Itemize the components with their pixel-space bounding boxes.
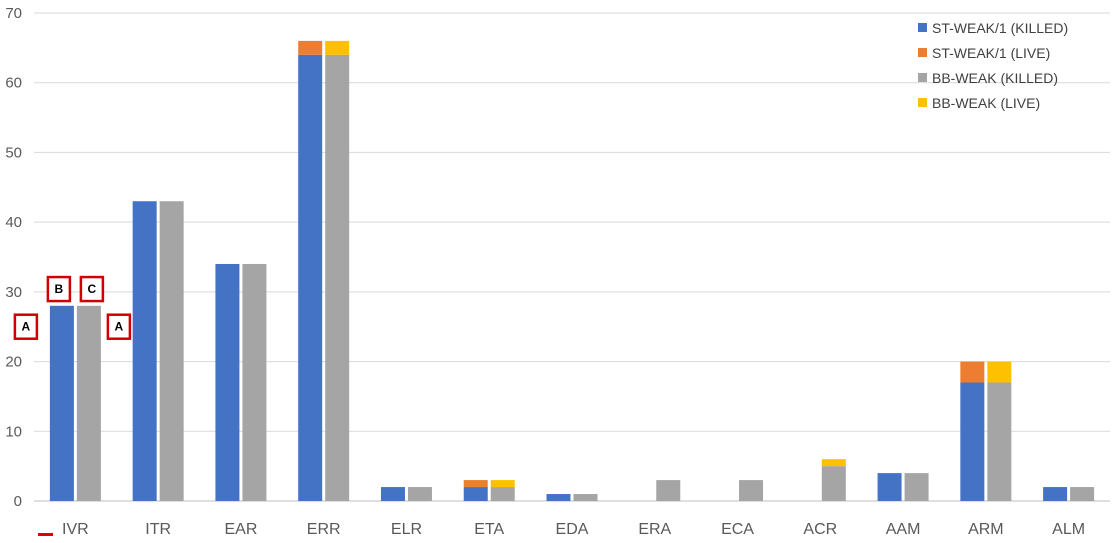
bar-segment xyxy=(407,487,432,501)
annotation-label: C xyxy=(88,282,97,296)
gridlines xyxy=(34,12,1110,502)
y-tick-label: 0 xyxy=(14,493,22,510)
annotation-box xyxy=(106,313,132,340)
annotation-box xyxy=(79,275,105,303)
legend-label: ST-WEAK/1 (KILLED) xyxy=(932,20,1068,36)
x-axis: IVR ITR EAR ERR ELR ETA EDA ERA ECA ACR AAM ARM ALM xyxy=(62,521,1085,538)
bar-segment xyxy=(215,263,240,501)
x-tick-label: EDA xyxy=(556,521,589,538)
y-tick-label: 70 xyxy=(5,5,22,22)
x-tick-label: IVR xyxy=(62,521,89,538)
legend-swatch xyxy=(918,48,927,57)
x-tick-label: AAM xyxy=(886,521,921,538)
bar-segment xyxy=(573,494,598,501)
y-axis: 0 10 20 30 40 50 60 70 xyxy=(5,5,22,510)
bar-segment xyxy=(490,480,515,488)
y-tick-label: 20 xyxy=(5,354,22,371)
annotation-label: B xyxy=(55,282,64,296)
bar-segment xyxy=(1043,487,1068,501)
bar-segment xyxy=(656,480,681,501)
y-tick-label: 60 xyxy=(5,75,22,92)
x-tick-label: ARM xyxy=(968,521,1004,538)
bar-segment xyxy=(1070,487,1095,501)
bar-segment xyxy=(877,473,902,501)
bar-segment xyxy=(960,361,985,383)
bar-segment xyxy=(987,361,1012,383)
legend-label: ST-WEAK/1 (LIVE) xyxy=(932,45,1050,61)
annotations: A B C A xyxy=(13,275,132,340)
x-tick-label: ITR xyxy=(145,521,171,538)
bar-segment xyxy=(546,494,571,501)
x-tick-label: ETA xyxy=(474,521,504,538)
annotation-box xyxy=(46,275,72,303)
bar-segment xyxy=(987,382,1012,501)
bar-segment xyxy=(49,305,74,501)
bar-segment xyxy=(380,487,405,501)
x-tick-label: ERA xyxy=(638,521,671,538)
y-tick-label: 40 xyxy=(5,214,22,231)
x-tick-label: ELR xyxy=(391,521,422,538)
bar-segment xyxy=(821,459,846,467)
legend-label: BB-WEAK (KILLED) xyxy=(932,70,1058,86)
bar-segment xyxy=(821,466,846,501)
bar-segment xyxy=(242,263,267,501)
x-tick-label: ALM xyxy=(1052,521,1085,538)
red-marker xyxy=(38,533,53,536)
annotation-label: A xyxy=(115,320,124,334)
bar-segment xyxy=(325,40,350,55)
x-tick-label: ECA xyxy=(721,521,754,538)
bars xyxy=(49,40,1095,501)
bar-segment xyxy=(463,480,488,488)
legend-swatch xyxy=(918,98,927,107)
legend: ST-WEAK/1 (KILLED) ST-WEAK/1 (LIVE) BB-WEA… xyxy=(918,20,1068,111)
bar-segment xyxy=(739,480,764,501)
bar-segment xyxy=(298,40,323,55)
annotation-label: A xyxy=(22,320,31,334)
x-tick-label: ERR xyxy=(307,521,341,538)
legend-swatch xyxy=(918,73,927,82)
bar-segment xyxy=(159,201,184,501)
bar-segment xyxy=(960,382,985,501)
bar-segment xyxy=(325,54,350,501)
bar-segment xyxy=(490,487,515,501)
bar-segment xyxy=(76,305,101,501)
y-tick-label: 30 xyxy=(5,284,22,301)
legend-label: BB-WEAK (LIVE) xyxy=(932,95,1040,111)
x-tick-label: ACR xyxy=(803,521,837,538)
y-tick-label: 50 xyxy=(5,144,22,161)
bar-segment xyxy=(132,201,157,501)
bar-segment xyxy=(463,487,488,501)
annotation-box xyxy=(13,313,39,340)
legend-swatch xyxy=(918,23,927,32)
y-tick-label: 10 xyxy=(5,423,22,440)
x-tick-label: EAR xyxy=(224,521,257,538)
bar-segment xyxy=(904,473,929,501)
bar-segment xyxy=(298,54,323,501)
